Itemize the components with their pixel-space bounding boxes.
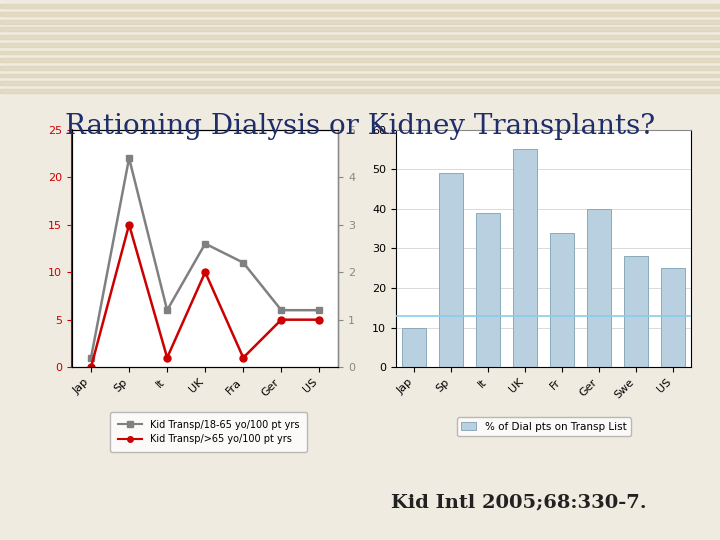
Bar xyxy=(0,58,720,62)
Legend: % of Dial pts on Transp List: % of Dial pts on Transp List xyxy=(456,417,631,436)
Kid Transp/>65 yo/100 pt yrs xyxy=(239,354,248,361)
Bar xyxy=(624,256,648,367)
Bar xyxy=(513,150,537,367)
Kid Transp/18-65 yo/100 pt yrs xyxy=(239,259,248,266)
Bar xyxy=(0,28,720,31)
Bar xyxy=(550,233,574,367)
Kid Transp/18-65 yo/100 pt yrs xyxy=(86,354,95,361)
Bar xyxy=(0,51,720,55)
Bar xyxy=(661,268,685,367)
Bar xyxy=(0,73,720,77)
Bar xyxy=(402,328,426,367)
Bar xyxy=(0,66,720,70)
Kid Transp/18-65 yo/100 pt yrs xyxy=(315,307,324,313)
Line: Kid Transp/18-65 yo/100 pt yrs: Kid Transp/18-65 yo/100 pt yrs xyxy=(88,154,323,361)
Kid Transp/18-65 yo/100 pt yrs xyxy=(201,240,210,247)
Bar xyxy=(0,35,720,39)
Bar xyxy=(439,173,464,367)
Bar xyxy=(0,20,720,24)
Kid Transp/18-65 yo/100 pt yrs xyxy=(163,307,171,313)
Text: Kid Intl 2005;68:330-7.: Kid Intl 2005;68:330-7. xyxy=(390,493,647,511)
Bar xyxy=(0,89,720,93)
Bar xyxy=(0,4,720,8)
Kid Transp/18-65 yo/100 pt yrs xyxy=(277,307,286,313)
Line: Kid Transp/>65 yo/100 pt yrs: Kid Transp/>65 yo/100 pt yrs xyxy=(88,221,323,370)
Kid Transp/18-65 yo/100 pt yrs xyxy=(125,155,133,161)
Bar xyxy=(0,43,720,46)
Bar xyxy=(0,81,720,85)
Legend: Kid Transp/18-65 yo/100 pt yrs, Kid Transp/>65 yo/100 pt yrs: Kid Transp/18-65 yo/100 pt yrs, Kid Tran… xyxy=(110,412,307,452)
Bar xyxy=(476,213,500,367)
Text: Rationing Dialysis or Kidney Transplants?: Rationing Dialysis or Kidney Transplants… xyxy=(65,113,655,140)
Kid Transp/>65 yo/100 pt yrs xyxy=(277,316,286,323)
Kid Transp/>65 yo/100 pt yrs xyxy=(163,354,171,361)
Kid Transp/>65 yo/100 pt yrs xyxy=(315,316,324,323)
Kid Transp/>65 yo/100 pt yrs xyxy=(125,221,133,228)
Kid Transp/>65 yo/100 pt yrs xyxy=(86,364,95,370)
Bar xyxy=(587,209,611,367)
Bar xyxy=(0,12,720,16)
Kid Transp/>65 yo/100 pt yrs xyxy=(201,269,210,275)
